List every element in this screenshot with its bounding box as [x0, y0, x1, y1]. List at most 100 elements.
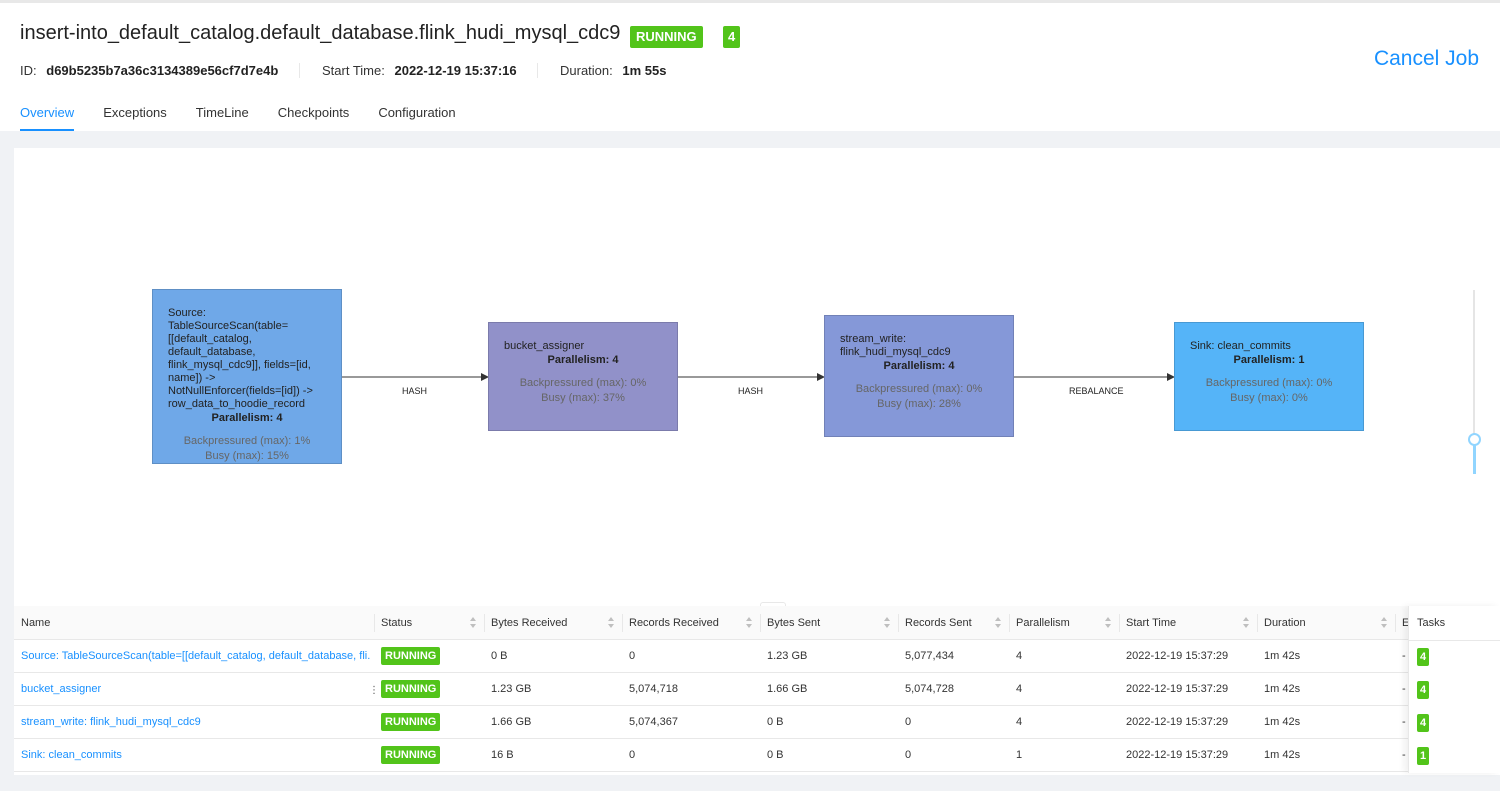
meta-divider: [299, 63, 300, 78]
column-header-records-received[interactable]: Records Received: [622, 606, 760, 640]
edge-label-rebalance: REBALANCE: [1069, 386, 1124, 396]
status-cell: RUNNING: [374, 673, 441, 706]
sort-icon[interactable]: [470, 617, 476, 629]
parallelism-cell: 4: [1016, 650, 1023, 662]
job-task-count-badge: 4: [723, 26, 741, 48]
vertices-table: Name Status Bytes Received Records Recei…: [14, 606, 1500, 773]
records-received-cell: 5,074,367: [629, 716, 678, 728]
job-graph[interactable]: HASH HASH REBALANCE Source: TableSourceS…: [14, 148, 1500, 606]
sort-icon[interactable]: [1105, 617, 1111, 629]
graph-node-source[interactable]: Source: TableSourceScan(table=[[default_…: [152, 289, 342, 464]
node-backpressured: Backpressured (max): 0%: [855, 383, 983, 395]
node-busy: Busy (max): 0%: [1230, 392, 1308, 404]
node-busy: Busy (max): 28%: [877, 398, 961, 410]
table-row[interactable]: stream_write: flink_hudi_mysql_cdc9 RUNN…: [14, 706, 1500, 739]
bytes-sent-cell: 0 B: [767, 749, 784, 761]
cancel-job-button[interactable]: Cancel Job: [1373, 47, 1479, 70]
status-cell: RUNNING: [374, 706, 441, 739]
column-divider: [898, 614, 899, 632]
records-sent-cell: 5,074,728: [905, 683, 954, 695]
column-header-parallelism[interactable]: Parallelism: [1009, 606, 1119, 640]
tasks-cell: 4: [1417, 681, 1430, 699]
task-count-badge[interactable]: 1: [1417, 747, 1430, 765]
column-header-tasks[interactable]: Tasks: [1417, 617, 1446, 629]
duration-cell: 1m 42s: [1264, 650, 1301, 662]
column-header-bytes-received[interactable]: Bytes Received: [484, 606, 622, 640]
table-row[interactable]: Source: TableSourceScan(table=[[default_…: [14, 640, 1500, 673]
column-header-records-sent[interactable]: Records Sent: [898, 606, 1009, 640]
status-cell: RUNNING: [374, 640, 441, 673]
bytes-received-cell: 16 B: [491, 749, 514, 761]
graph-edges: [342, 373, 1175, 381]
node-parallelism: Parallelism: 4: [547, 354, 619, 366]
job-header: insert-into_default_catalog.default_data…: [0, 0, 1500, 131]
column-header-status[interactable]: Status: [374, 606, 484, 640]
tasks-cell: 4: [1417, 648, 1430, 666]
sort-icon[interactable]: [746, 617, 752, 629]
column-header-end-time[interactable]: E: [1402, 617, 1410, 629]
graph-node-sink[interactable]: Sink: clean_commits Parallelism: 1 Backp…: [1174, 322, 1364, 431]
zoom-slider-handle[interactable]: [1468, 433, 1481, 446]
table-row[interactable]: Sink: clean_commits RUNNING 16 B 0 0 B 0…: [14, 739, 1500, 772]
task-count-badge[interactable]: 4: [1417, 648, 1430, 666]
job-start-time: Start Time: 2022-12-19 15:37:16: [322, 63, 517, 78]
zoom-slider-track[interactable]: [1473, 290, 1475, 474]
job-duration: Duration: 1m 55s: [560, 63, 666, 78]
column-divider: [622, 614, 623, 632]
sort-icon[interactable]: [1243, 617, 1249, 629]
duration-value: 1m 55s: [622, 63, 667, 78]
vertex-name-link[interactable]: stream_write: flink_hudi_mysql_cdc9: [21, 716, 201, 728]
bytes-received-cell: 0 B: [491, 650, 508, 662]
sort-icon[interactable]: [995, 617, 1001, 629]
bytes-received-cell: 1.23 GB: [491, 683, 532, 695]
column-header-bytes-sent[interactable]: Bytes Sent: [760, 606, 898, 640]
task-count-badge[interactable]: 4: [1417, 681, 1430, 699]
status-badge: RUNNING: [381, 746, 441, 765]
job-tabs: Overview Exceptions TimeLine Checkpoints…: [20, 105, 456, 131]
column-header-name[interactable]: Name: [21, 617, 51, 629]
column-divider: [374, 614, 375, 632]
tab-configuration[interactable]: Configuration: [378, 105, 456, 120]
column-divider: [1395, 614, 1396, 632]
tab-exceptions[interactable]: Exceptions: [103, 105, 167, 120]
graph-node-stream-write[interactable]: stream_write: flink_hudi_mysql_cdc9 Para…: [824, 315, 1014, 437]
status-cell: RUNNING: [374, 739, 441, 772]
tab-checkpoints[interactable]: Checkpoints: [277, 105, 350, 120]
records-sent-cell: 5,077,434: [905, 650, 954, 662]
column-header-start-time[interactable]: Start Time: [1119, 606, 1257, 640]
sort-icon[interactable]: [608, 617, 614, 629]
records-received-cell: 0: [629, 650, 636, 662]
node-parallelism: Parallelism: 4: [883, 360, 955, 372]
table-row[interactable]: bucket_assigner RUNNING 1.23 GB 5,074,71…: [14, 673, 1500, 706]
tab-timeline[interactable]: TimeLine: [195, 105, 249, 120]
edge-label-hash-2: HASH: [738, 386, 764, 396]
column-divider: [484, 614, 485, 632]
node-label: bucket_assigner: [504, 340, 585, 352]
job-status-badge: RUNNING: [630, 26, 703, 48]
sort-icon[interactable]: [884, 617, 890, 629]
sort-icon[interactable]: [1381, 617, 1387, 629]
edge-label-hash-1: HASH: [402, 386, 428, 396]
node-label: stream_write: flink_hudi_mysql_cdc9: [840, 333, 951, 358]
records-received-cell: 0: [629, 749, 636, 761]
bytes-sent-cell: 0 B: [767, 716, 784, 728]
duration-label: Duration:: [560, 63, 613, 78]
column-resize-icon[interactable]: ⋮: [369, 685, 379, 696]
job-title: insert-into_default_catalog.default_data…: [20, 22, 621, 44]
graph-node-bucket-assigner[interactable]: bucket_assigner Parallelism: 4 Backpress…: [488, 322, 678, 431]
vertex-name-link[interactable]: bucket_assigner: [21, 683, 102, 695]
duration-cell: 1m 42s: [1264, 716, 1301, 728]
vertex-name-link[interactable]: Sink: clean_commits: [21, 749, 122, 761]
node-parallelism: Parallelism: 4: [211, 412, 283, 424]
header-divider: [1409, 640, 1500, 641]
column-header-duration[interactable]: Duration: [1257, 606, 1395, 640]
node-parallelism: Parallelism: 1: [1233, 354, 1305, 366]
column-divider: [1257, 614, 1258, 632]
status-badge: RUNNING: [381, 647, 441, 666]
tasks-cell: 4: [1417, 714, 1430, 732]
tab-overview[interactable]: Overview: [20, 105, 75, 131]
end-time-cell: -: [1402, 683, 1406, 695]
bytes-sent-cell: 1.23 GB: [767, 650, 808, 662]
task-count-badge[interactable]: 4: [1417, 714, 1430, 732]
vertex-name-link[interactable]: Source: TableSourceScan(table=[[default_…: [21, 650, 370, 662]
